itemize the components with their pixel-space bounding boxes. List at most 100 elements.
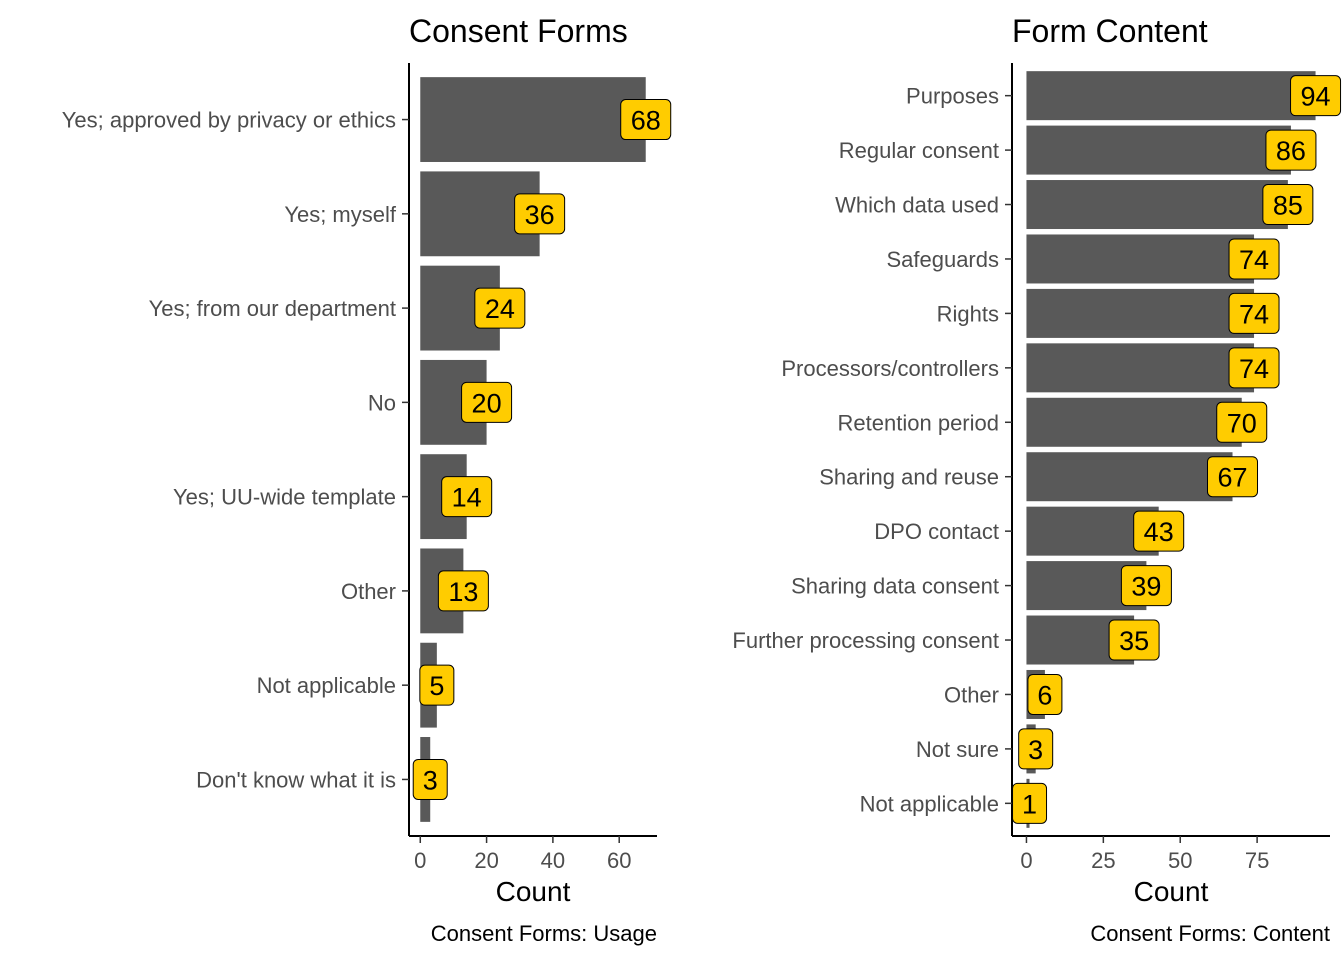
bar: [1026, 288, 1255, 338]
data-label-text: 1: [1022, 789, 1037, 819]
data-label-box: [1228, 238, 1280, 280]
category-label: Retention period: [838, 410, 999, 435]
data-label-box: [1027, 673, 1063, 715]
category-label: Not applicable: [860, 791, 999, 816]
bar: [1026, 452, 1233, 502]
data-label: 94: [1290, 75, 1342, 117]
data-label-box: [437, 570, 489, 612]
bar: [1026, 180, 1288, 230]
data-label-box: [1290, 75, 1342, 117]
data-label-text: 36: [525, 200, 555, 230]
data-label-box: [1108, 619, 1160, 661]
category-label: Regular consent: [839, 138, 999, 163]
data-label: 13: [437, 570, 489, 612]
bar: [1026, 343, 1255, 393]
data-label-text: 39: [1131, 572, 1161, 602]
x-tick-label: 60: [607, 848, 631, 873]
category-label: Yes; myself: [284, 202, 397, 227]
category-label: Yes; UU-wide template: [173, 485, 396, 510]
category-label: Rights: [937, 301, 999, 326]
category-label: Other: [341, 579, 396, 604]
data-label-box: [620, 99, 672, 141]
data-label: 5: [419, 664, 455, 706]
bar: [1026, 71, 1316, 121]
data-label-text: 74: [1239, 245, 1269, 275]
data-label: 36: [514, 193, 566, 235]
data-label-box: [1018, 728, 1054, 770]
data-label-text: 3: [1028, 735, 1043, 765]
consent-forms-panel: Consent Forms 68 36 24 20 14 13 5 3 Yes; approved…: [62, 13, 672, 946]
data-label-text: 94: [1301, 82, 1331, 112]
category-label: No: [368, 390, 396, 415]
data-label-text: 20: [472, 388, 502, 418]
data-label-text: 85: [1273, 191, 1303, 221]
category-label: Other: [944, 682, 999, 707]
data-label-text: 14: [452, 483, 482, 513]
x-tick-label: 20: [474, 848, 498, 873]
data-label-text: 3: [423, 765, 438, 795]
data-label: 35: [1108, 619, 1160, 661]
data-label: 68: [620, 99, 672, 141]
data-label-text: 13: [448, 577, 478, 607]
x-tick-label: 75: [1245, 848, 1269, 873]
data-label-text: 86: [1276, 136, 1306, 166]
x-axis-title: Count: [496, 876, 571, 907]
data-label-text: 74: [1239, 299, 1269, 329]
category-label: DPO contact: [874, 519, 999, 544]
data-label-box: [461, 381, 513, 423]
category-label: Don't know what it is: [196, 767, 396, 792]
data-label-box: [1262, 184, 1314, 226]
category-label: Yes; approved by privacy or ethics: [62, 108, 396, 133]
chart-caption: Consent Forms: Usage: [431, 921, 657, 946]
data-label-text: 43: [1144, 517, 1174, 547]
chart-caption: Consent Forms: Content: [1090, 921, 1330, 946]
bar: [420, 77, 646, 162]
data-label: 74: [1228, 292, 1280, 334]
data-label-box: [1120, 565, 1172, 607]
category-label: Not applicable: [257, 673, 396, 698]
x-tick-label: 0: [1020, 848, 1032, 873]
data-label-box: [514, 193, 566, 235]
category-label: Further processing consent: [732, 628, 999, 653]
chart-title: Form Content: [1012, 13, 1208, 49]
data-label: 14: [441, 476, 493, 518]
data-label-box: [441, 476, 493, 518]
bar: [1026, 234, 1255, 284]
category-label: Purposes: [906, 84, 999, 109]
data-label: 6: [1027, 673, 1063, 715]
data-label-text: 68: [631, 106, 661, 136]
data-label: 39: [1120, 565, 1172, 607]
data-label: 1: [1012, 782, 1048, 824]
data-label-box: [1265, 129, 1317, 171]
x-tick-label: 0: [414, 848, 426, 873]
data-label: 43: [1133, 510, 1185, 552]
bar: [1026, 397, 1242, 447]
data-label-text: 74: [1239, 354, 1269, 384]
category-label: Sharing and reuse: [819, 465, 999, 490]
data-label: 86: [1265, 129, 1317, 171]
x-tick-label: 25: [1091, 848, 1115, 873]
category-label: Not sure: [916, 737, 999, 762]
data-label: 3: [1018, 728, 1054, 770]
data-label-text: 6: [1037, 680, 1052, 710]
data-label: 85: [1262, 184, 1314, 226]
category-label: Which data used: [835, 193, 999, 218]
category-label: Yes; from our department: [149, 296, 396, 321]
x-tick-label: 40: [541, 848, 565, 873]
data-label: 74: [1228, 238, 1280, 280]
data-label-box: [1216, 401, 1268, 443]
data-label-box: [1207, 456, 1259, 498]
data-label-box: [412, 758, 448, 800]
category-label: Processors/controllers: [781, 356, 999, 381]
data-label-text: 70: [1227, 408, 1257, 438]
data-label-box: [1228, 292, 1280, 334]
data-label: 74: [1228, 347, 1280, 389]
category-label: Safeguards: [886, 247, 999, 272]
data-label-text: 67: [1217, 463, 1247, 493]
data-label-box: [1228, 347, 1280, 389]
data-label: 70: [1216, 401, 1268, 443]
x-tick-label: 50: [1168, 848, 1192, 873]
data-label-text: 24: [485, 294, 515, 324]
form-content-panel: Form Content9486857474747067433935631Pur…: [732, 13, 1342, 946]
